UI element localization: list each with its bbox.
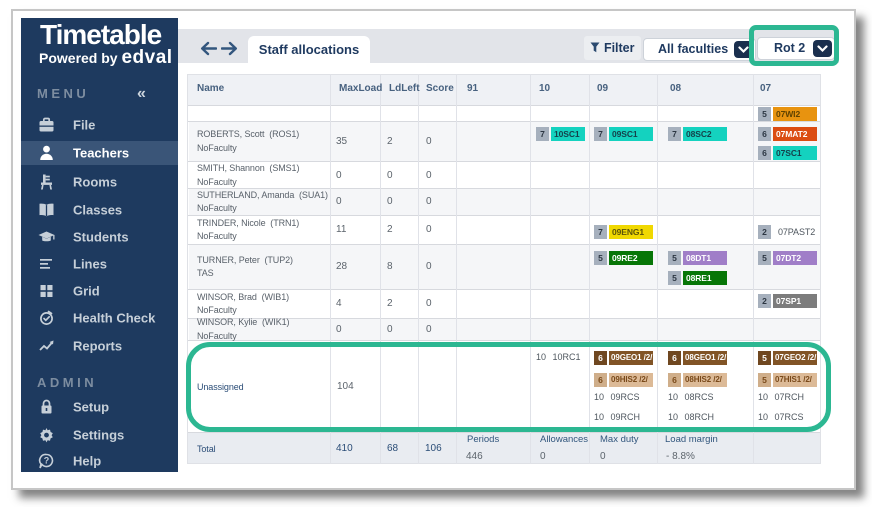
svg-text:?: ? [44,455,50,465]
